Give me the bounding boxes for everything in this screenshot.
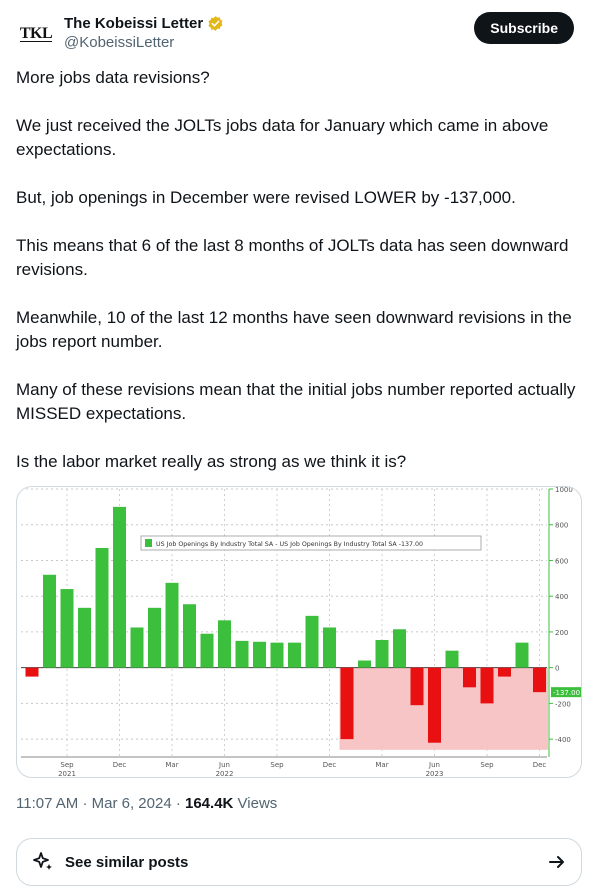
chart-bar [25,667,39,677]
chart-bar [498,667,511,677]
chart-bar [410,667,424,706]
x-tick-label: Sep [270,761,284,769]
author-display-name-row[interactable]: The Kobeissi Letter [64,13,224,33]
chart-bar [288,642,301,668]
chart-bar [165,582,179,668]
chart-bar [113,506,126,668]
tweet-time[interactable]: 11:07 AM [16,795,79,812]
chart-bar [323,627,336,668]
meta-separator: · [175,795,181,812]
negative-region [339,667,548,750]
chart-bar [533,667,546,693]
author-handle[interactable]: @KobeissiLetter [64,34,175,51]
meta-separator: · [82,795,88,812]
tweet-header: TKL The Kobeissi Letter @KobeissiLetter … [16,12,582,56]
avatar[interactable]: TKL [16,14,56,54]
chart-bar [340,667,354,740]
tweet-paragraph: Many of these revisions mean that the in… [16,380,576,423]
see-similar-posts-button[interactable]: See similar posts [16,838,582,886]
chart-bar [130,627,144,668]
chart-image[interactable]: 1000 800 600 400 200 0 -200 -400 -137.00 Sep 2021 D… [16,486,582,778]
chart-bar [480,667,494,704]
chart-bar [428,667,441,743]
tweet-paragraph: We just received the JOLTs jobs data for… [16,116,549,159]
chart-bar [95,547,109,668]
x-tick-label: Sep [60,761,74,769]
tweet-paragraph: More jobs data revisions? [16,68,210,87]
y-tick-label: -400 [555,736,571,744]
y-tick-label: 0 [555,665,559,673]
x-tick-label: Sep [480,761,494,769]
tweet-paragraph: This means that 6 of the last 8 months o… [16,236,569,279]
y-tick-label: 600 [555,557,568,565]
chart-bar [200,633,214,668]
chart-bar [393,629,406,668]
chart-bar [515,642,529,668]
chart-bar [148,607,161,668]
x-year-label: 2022 [216,770,234,778]
chart-bar [358,660,371,668]
tweet-text: More jobs data revisions? We just receiv… [16,66,586,498]
sparkle-icon [33,852,52,870]
tweet-paragraph: Meanwhile, 10 of the last 12 months have… [16,308,572,351]
legend-label: US Job Openings By Industry Total SA - U… [156,541,423,548]
x-tick-label: Jun [218,761,230,769]
y-tick-label: -200 [555,700,571,708]
tweet-date[interactable]: Mar 6, 2024 [91,795,172,812]
y-tick-label: 1000 [555,487,573,494]
see-similar-posts-label: See similar posts [65,853,189,871]
x-tick-label: Dec [113,761,127,769]
legend-box [140,535,482,551]
chart-bar [463,667,476,688]
chart-bar [78,607,91,668]
x-tick-label: Jun [428,761,440,769]
bar-chart: 10008006004002000-200-400-137.00Sep2021D… [21,487,581,778]
chart-bar [183,604,196,668]
tweet-paragraph: But, job openings in December were revis… [16,188,516,207]
y-tick-label: 200 [555,629,568,637]
chart-bar [270,642,284,668]
chart-bar [60,589,74,668]
last-value-label: -137.00 [553,689,580,697]
chart-bar [253,641,266,668]
y-tick-label: 400 [555,593,568,601]
x-tick-label: Dec [533,761,547,769]
last-value-badge [551,687,581,698]
tweet-paragraph: Is the labor market really as strong as … [16,452,407,471]
avatar-logo-text: TKL [19,25,53,42]
chart-bar [375,639,389,668]
chart-bar [43,574,56,668]
author-display-name[interactable]: The Kobeissi Letter [64,14,204,32]
views-label: Views [237,795,278,812]
y-tick-label: 800 [555,522,568,530]
x-tick-label: Mar [375,761,388,769]
x-year-label: 2023 [426,770,444,778]
tweet-meta: 11:07 AM · Mar 6, 2024 · 164.4K Views [16,795,277,812]
views-count: 164.4K [185,795,234,812]
x-year-label: 2021 [58,770,76,778]
arrow-right-icon [549,856,564,868]
chart-bar [218,620,231,668]
subscribe-button[interactable]: Subscribe [474,12,574,44]
chart-bar [305,615,319,668]
x-tick-label: Dec [323,761,337,769]
legend-swatch [145,539,152,547]
chart-bar [235,640,249,668]
chart-bar [445,650,459,668]
author-block: The Kobeissi Letter @KobeissiLetter [64,13,224,51]
x-tick-label: Mar [165,761,178,769]
verified-badge-icon [208,15,223,31]
